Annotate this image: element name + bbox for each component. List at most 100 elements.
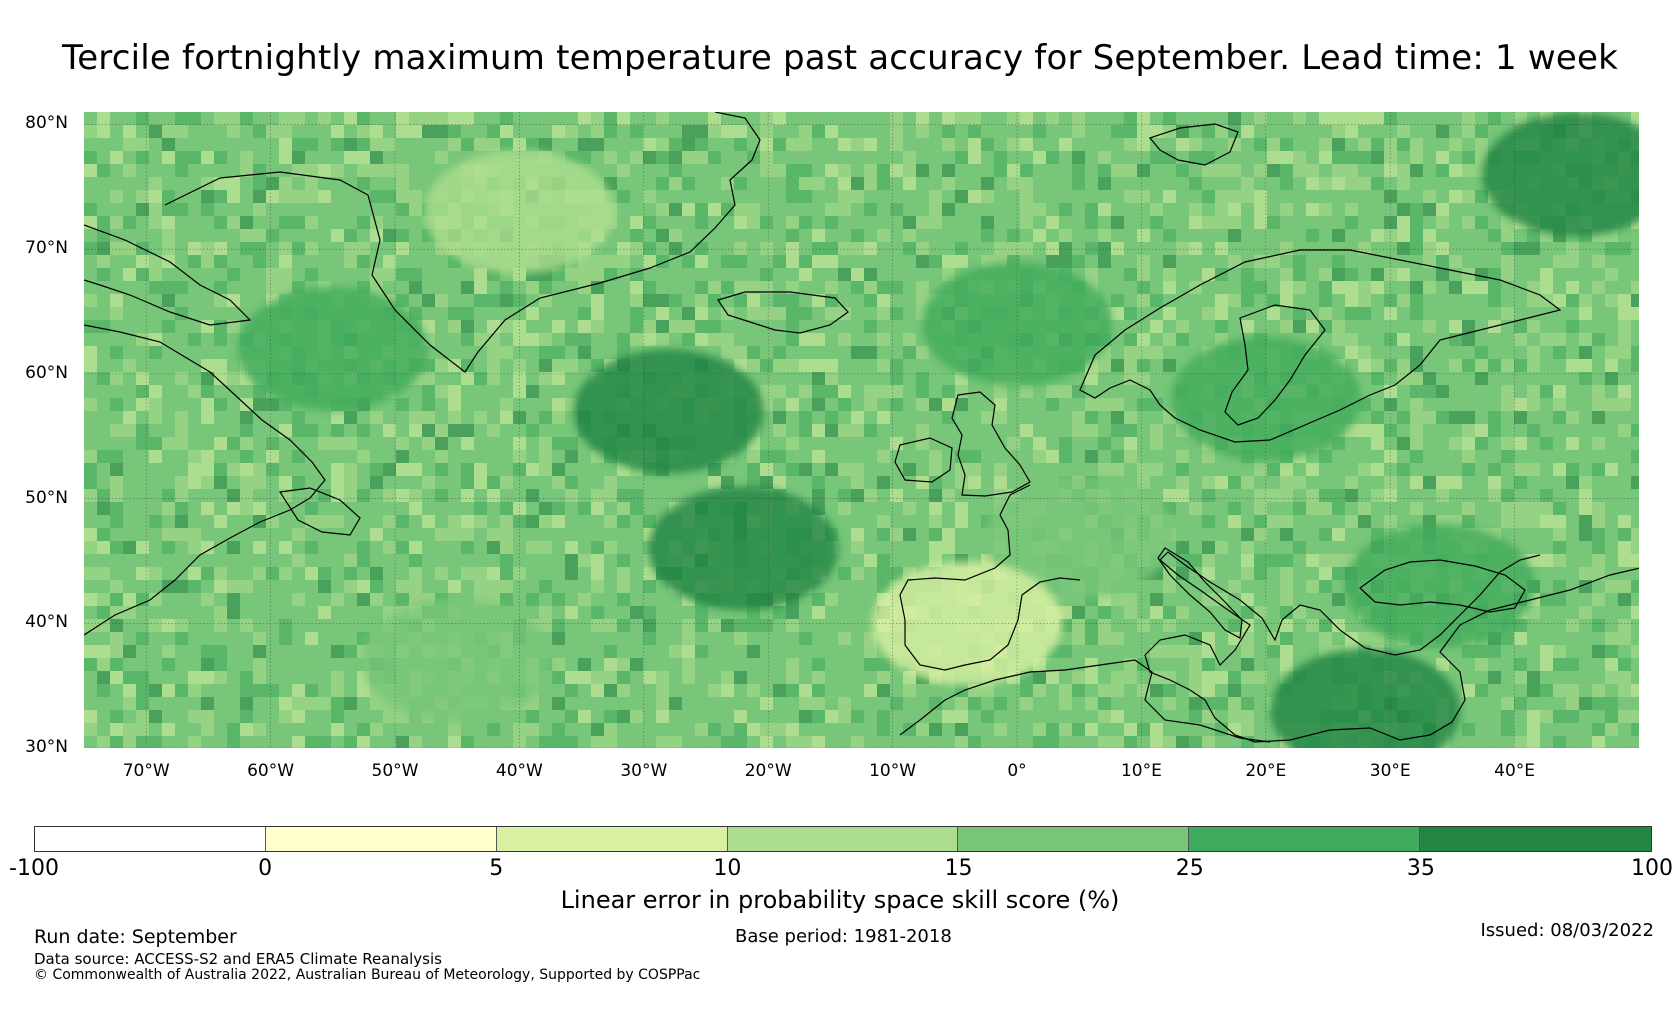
skill-cell bbox=[955, 723, 968, 736]
skill-cell bbox=[929, 255, 942, 268]
skill-cell bbox=[396, 242, 409, 255]
skill-cell bbox=[1228, 515, 1241, 528]
skill-cell bbox=[240, 489, 253, 502]
skill-cell bbox=[1527, 229, 1540, 242]
skill-cell bbox=[539, 333, 552, 346]
skill-cell bbox=[110, 580, 123, 593]
skill-cell bbox=[890, 112, 903, 125]
skill-cell bbox=[1150, 736, 1163, 748]
skill-cell bbox=[539, 346, 552, 359]
skill-cell bbox=[1241, 294, 1254, 307]
skill-cell bbox=[1384, 515, 1397, 528]
skill-cell bbox=[552, 619, 565, 632]
skill-cell bbox=[708, 281, 721, 294]
skill-cell bbox=[1384, 489, 1397, 502]
skill-cell bbox=[214, 606, 227, 619]
skill-cell bbox=[214, 333, 227, 346]
skill-cell bbox=[812, 697, 825, 710]
skill-cell bbox=[1514, 697, 1527, 710]
skill-cell bbox=[1605, 697, 1618, 710]
skill-cell bbox=[903, 216, 916, 229]
skill-cell bbox=[1527, 463, 1540, 476]
skill-cell bbox=[1176, 333, 1189, 346]
skill-cell bbox=[279, 424, 292, 437]
skill-cell bbox=[1579, 606, 1592, 619]
skill-cell bbox=[240, 411, 253, 424]
skill-cell bbox=[136, 112, 149, 125]
skill-cell bbox=[1553, 255, 1566, 268]
skill-cell bbox=[565, 541, 578, 554]
skill-cell bbox=[825, 411, 838, 424]
skill-cell bbox=[1124, 424, 1137, 437]
skill-cell bbox=[760, 216, 773, 229]
skill-cell bbox=[1345, 203, 1358, 216]
skill-cell bbox=[266, 177, 279, 190]
skill-cell bbox=[812, 333, 825, 346]
skill-cell bbox=[591, 502, 604, 515]
skill-cell bbox=[1111, 710, 1124, 723]
skill-cell bbox=[747, 346, 760, 359]
skill-cell bbox=[604, 255, 617, 268]
skill-cell bbox=[890, 138, 903, 151]
skill-cell bbox=[760, 450, 773, 463]
coastline-europe bbox=[1144, 551, 1639, 743]
skill-cell bbox=[799, 736, 812, 748]
skill-cell bbox=[1254, 554, 1267, 567]
skill-cell bbox=[1163, 489, 1176, 502]
skill-cell bbox=[734, 619, 747, 632]
skill-cell bbox=[1293, 164, 1306, 177]
skill-cell bbox=[1202, 710, 1215, 723]
skill-cell bbox=[656, 307, 669, 320]
skill-cell bbox=[344, 138, 357, 151]
skill-cell bbox=[175, 437, 188, 450]
skill-cell bbox=[552, 398, 565, 411]
skill-cell bbox=[149, 736, 162, 748]
skill-cell bbox=[955, 502, 968, 515]
skill-cell bbox=[552, 723, 565, 736]
skill-cell bbox=[643, 567, 656, 580]
skill-cell bbox=[1111, 463, 1124, 476]
skill-cell bbox=[1488, 229, 1501, 242]
skill-cell bbox=[1371, 359, 1384, 372]
skill-cell bbox=[240, 684, 253, 697]
skill-cell bbox=[370, 216, 383, 229]
skill-cell bbox=[97, 567, 110, 580]
skill-cell bbox=[565, 710, 578, 723]
skill-cell bbox=[1462, 268, 1475, 281]
skill-cell bbox=[1046, 151, 1059, 164]
skill-cell bbox=[1033, 125, 1046, 138]
skill-cell bbox=[474, 333, 487, 346]
skill-cell bbox=[123, 242, 136, 255]
skill-cell bbox=[227, 489, 240, 502]
skill-cell bbox=[877, 710, 890, 723]
skill-cell bbox=[890, 385, 903, 398]
skill-cell bbox=[435, 489, 448, 502]
skill-cell bbox=[1397, 203, 1410, 216]
skill-cell bbox=[1358, 112, 1371, 125]
skill-cell bbox=[786, 463, 799, 476]
skill-cell bbox=[721, 255, 734, 268]
skill-cell bbox=[1280, 463, 1293, 476]
skill-cell bbox=[422, 476, 435, 489]
skill-cell bbox=[942, 710, 955, 723]
skill-cell bbox=[1280, 645, 1293, 658]
skill-cell bbox=[487, 333, 500, 346]
skill-cell bbox=[461, 372, 474, 385]
skill-cell bbox=[1020, 138, 1033, 151]
skill-cell bbox=[1605, 463, 1618, 476]
skill-cell bbox=[1228, 697, 1241, 710]
skill-cell bbox=[84, 710, 97, 723]
skill-cell bbox=[188, 463, 201, 476]
skill-cell bbox=[1462, 359, 1475, 372]
skill-cell bbox=[1254, 203, 1267, 216]
skill-cell bbox=[721, 203, 734, 216]
skill-cell bbox=[1241, 632, 1254, 645]
skill-cell bbox=[474, 411, 487, 424]
skill-cell bbox=[773, 307, 786, 320]
skill-cell bbox=[1085, 450, 1098, 463]
skill-cell bbox=[136, 541, 149, 554]
skill-cell bbox=[1111, 398, 1124, 411]
skill-cell bbox=[1267, 307, 1280, 320]
skill-cell bbox=[1124, 125, 1137, 138]
skill-cell bbox=[149, 593, 162, 606]
